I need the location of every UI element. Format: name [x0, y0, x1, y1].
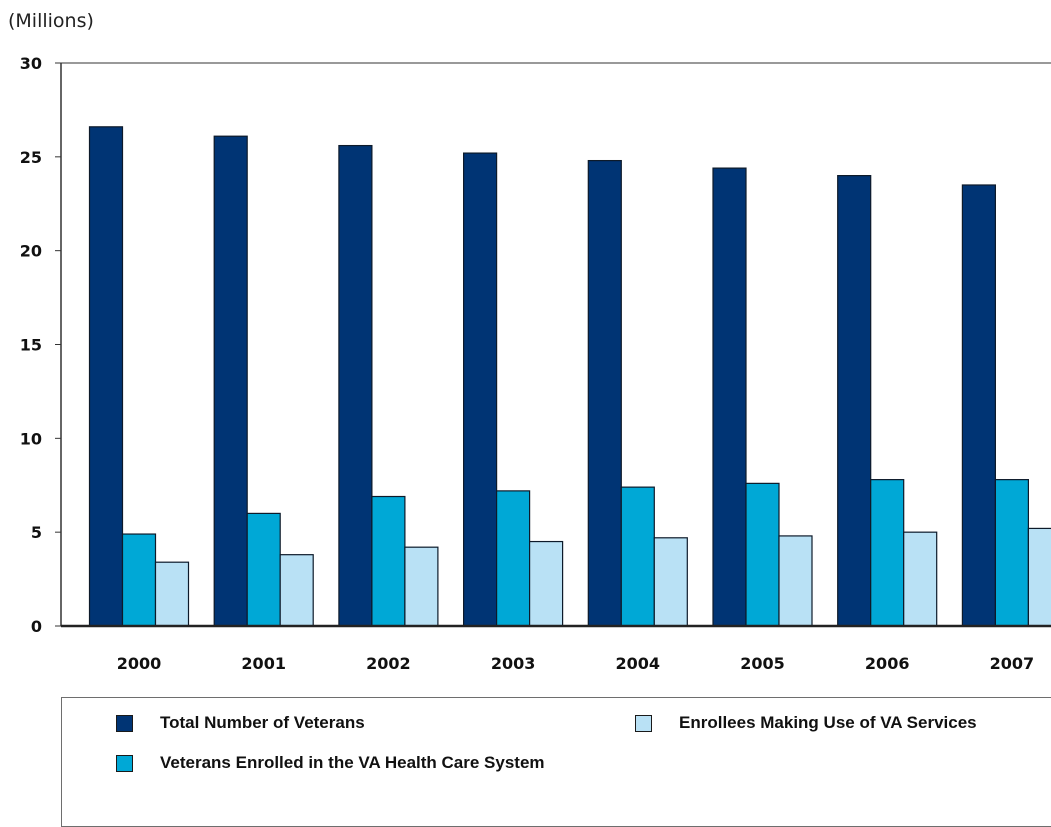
bar-veterans-enrolled-2006: [870, 479, 905, 627]
bar-veterans-enrolled-2004: [620, 486, 655, 627]
y-tick-label-30: 30: [20, 54, 42, 73]
bar-chart: 0 5 10 15 20 25 30 2000 2001 2002 2003 2004 2005 2006…: [20, 54, 1051, 673]
y-axis-unit-label: (Millions): [8, 10, 94, 32]
legend-swatch-veterans-enrolled: [116, 754, 133, 772]
legend-swatch-enrollees-using-services: [635, 714, 652, 732]
legend-item-veterans-enrolled: Veterans Enrolled in the VA Health Care …: [116, 753, 545, 773]
y-tick-label-25: 25: [20, 148, 42, 167]
x-tick-label-2006: 2006: [865, 654, 910, 673]
bar-total-veterans-2007: [961, 184, 997, 627]
x-tick-label-2003: 2003: [491, 654, 536, 673]
y-tick-label-5: 5: [31, 523, 42, 542]
bar-veterans-enrolled-2002: [371, 495, 406, 627]
legend-label-total-veterans: Total Number of Veterans: [160, 713, 365, 732]
bar-enrollees-using-services-2003: [528, 540, 564, 627]
y-tick-label-15: 15: [20, 336, 42, 355]
legend-label-veterans-enrolled: Veterans Enrolled in the VA Health Care …: [160, 753, 545, 772]
legend-label-enrollees-using-services: Enrollees Making Use of VA Services: [679, 713, 977, 732]
legend-swatch-total-veterans: [116, 714, 133, 732]
bar-enrollees-using-services-2001: [279, 554, 314, 627]
bar-veterans-enrolled-2003: [496, 490, 531, 627]
bar-total-veterans-2005: [712, 167, 747, 627]
legend: Total Number of Veterans Enrollees Makin…: [61, 697, 1051, 827]
x-tick-label-2005: 2005: [740, 654, 785, 673]
bar-total-veterans-2003: [463, 152, 498, 627]
bar-enrollees-using-services-2006: [903, 531, 938, 627]
bar-veterans-enrolled-2000: [121, 533, 157, 627]
x-tick-label-2001: 2001: [241, 654, 286, 673]
bar-total-veterans-2002: [338, 144, 373, 627]
y-tick-label-20: 20: [20, 242, 42, 261]
x-tick-label-2000: 2000: [117, 654, 162, 673]
bar-enrollees-using-services-2000: [154, 561, 190, 627]
bar-veterans-enrolled-2005: [745, 482, 780, 627]
legend-item-total-veterans: Total Number of Veterans: [116, 713, 365, 733]
bar-total-veterans-2000: [88, 126, 124, 627]
bar-enrollees-using-services-2007: [1027, 527, 1051, 627]
bar-veterans-enrolled-2007: [994, 479, 1030, 627]
x-tick-label-2004: 2004: [616, 654, 661, 673]
x-tick-label-2002: 2002: [366, 654, 411, 673]
chart-stage: (Millions) 0 5 10 15 20 25 30 2000 2001 2002 2003 2…: [8, 10, 1051, 827]
bar-enrollees-using-services-2004: [653, 537, 688, 627]
x-tick-label-2007: 2007: [990, 654, 1035, 673]
y-tick-label-10: 10: [20, 429, 42, 448]
bar-veterans-enrolled-2001: [246, 512, 281, 627]
bar-total-veterans-2001: [213, 135, 248, 627]
y-tick-label-0: 0: [31, 617, 42, 636]
bar-enrollees-using-services-2005: [778, 535, 813, 627]
bar-enrollees-using-services-2002: [404, 546, 439, 627]
bar-total-veterans-2006: [837, 175, 872, 627]
legend-item-enrollees-using-services: Enrollees Making Use of VA Services: [635, 713, 977, 733]
bar-total-veterans-2004: [587, 159, 622, 627]
